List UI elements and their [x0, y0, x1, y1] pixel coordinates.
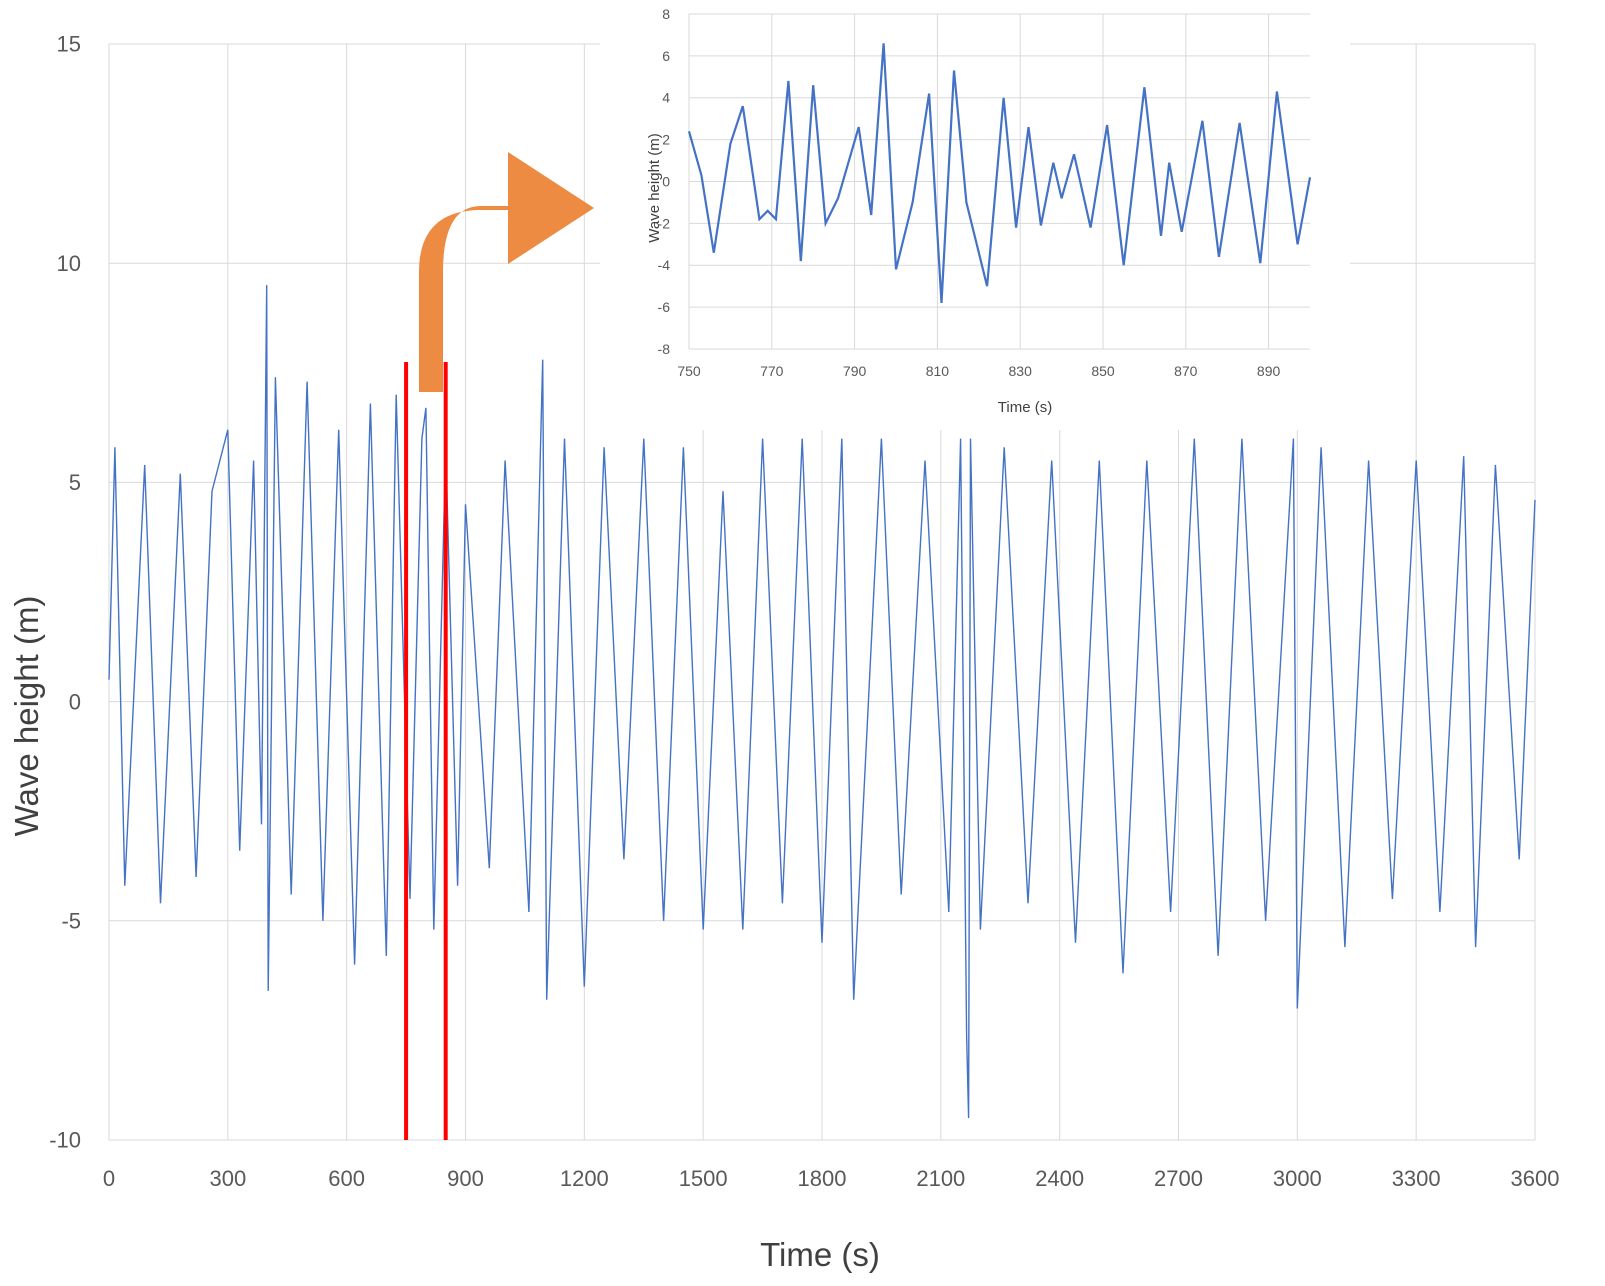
x-tick-label: 1200 [560, 1166, 609, 1191]
inset-x-axis-title: Time (s) [998, 399, 1052, 416]
inset-y-axis-title: Wave height (m) [646, 133, 663, 242]
y-tick-label: 0 [69, 689, 81, 714]
x-tick-label: 3000 [1273, 1166, 1322, 1191]
inset-chart: -8 -6 -4 -2 0 2 4 6 8 750 770 790 810 830 850 870 890 T… [646, 6, 1312, 416]
x-tick-label: 3600 [1511, 1166, 1560, 1191]
x-tick-label: 750 [677, 363, 701, 379]
y-tick-label: -5 [61, 909, 81, 934]
x-tick-label: 2400 [1035, 1166, 1084, 1191]
x-tick-label: 830 [1009, 363, 1033, 379]
x-tick-label: 890 [1257, 363, 1281, 379]
inset-gridlines [688, 13, 1310, 350]
x-tick-label: 3300 [1392, 1166, 1441, 1191]
x-tick-label: 300 [209, 1166, 246, 1191]
inset-x-tick-labels: 750 770 790 810 830 850 870 890 [677, 363, 1280, 379]
x-tick-label: 2700 [1154, 1166, 1203, 1191]
y-tick-label: -2 [658, 215, 671, 231]
y-tick-label: -8 [658, 341, 671, 357]
y-tick-label: -6 [658, 299, 671, 315]
y-tick-label: 15 [57, 32, 81, 57]
inset-y-tick-labels: -8 -6 -4 -2 0 2 4 6 8 [658, 6, 671, 357]
main-y-tick-labels: -10 -5 0 5 10 15 [49, 32, 81, 1153]
y-tick-label: 6 [662, 48, 670, 64]
inset-background [600, 0, 1350, 430]
y-tick-label: 0 [662, 173, 670, 189]
x-tick-label: 0 [103, 1166, 115, 1191]
main-x-axis-title: Time (s) [760, 1236, 880, 1273]
inset-series-line [687, 43, 1312, 303]
y-tick-label: -4 [658, 257, 671, 273]
x-tick-label: 790 [843, 363, 867, 379]
y-tick-label: 8 [662, 6, 670, 22]
y-tick-label: -10 [49, 1128, 81, 1153]
x-tick-label: 1800 [798, 1166, 847, 1191]
highlight-window [404, 362, 448, 1140]
main-y-axis-title: Wave height (m) [8, 596, 45, 837]
y-tick-label: 2 [662, 132, 670, 148]
main-series-line [108, 285, 1536, 1119]
y-tick-label: 10 [57, 251, 81, 276]
x-tick-label: 850 [1091, 363, 1115, 379]
x-tick-label: 600 [328, 1166, 365, 1191]
x-tick-label: 870 [1174, 363, 1198, 379]
x-tick-label: 900 [447, 1166, 484, 1191]
main-x-tick-labels: 0 300 600 900 1200 1500 1800 2100 2400 2700 3000 33… [103, 1166, 1560, 1191]
x-tick-label: 810 [926, 363, 950, 379]
zoom-arrow-icon [419, 152, 594, 392]
y-tick-label: 4 [662, 90, 670, 106]
x-tick-label: 2100 [916, 1166, 965, 1191]
x-tick-label: 770 [760, 363, 784, 379]
y-tick-label: 5 [69, 470, 81, 495]
x-tick-label: 1500 [679, 1166, 728, 1191]
